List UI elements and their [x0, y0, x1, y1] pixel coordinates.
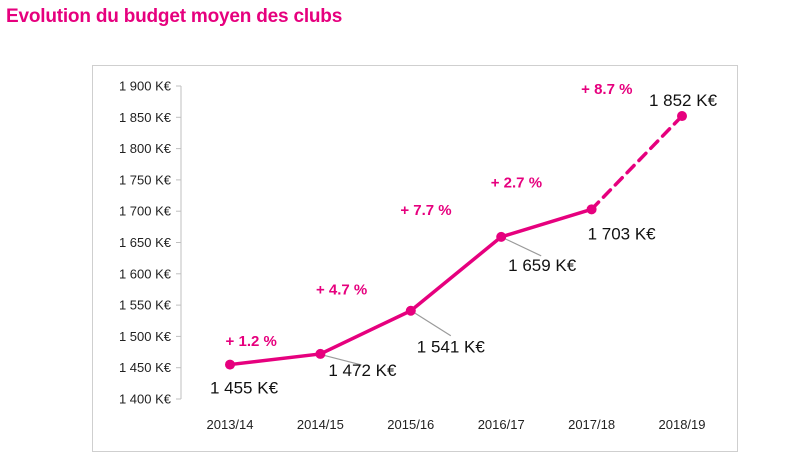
value-label: 1 852 K€ — [649, 91, 718, 110]
leader-line — [502, 237, 542, 257]
y-tick-label: 1 650 K€ — [119, 235, 172, 250]
x-tick-label: 2016/17 — [478, 417, 525, 432]
line-segment — [409, 235, 503, 313]
data-point — [225, 359, 235, 370]
y-tick-label: 1 400 K€ — [119, 392, 172, 407]
growth-label: + 2.7 % — [491, 174, 542, 191]
series-line — [228, 114, 684, 367]
y-tick-label: 1 800 K€ — [119, 141, 172, 156]
line-segment — [228, 352, 323, 367]
y-tick-label: 1 450 K€ — [119, 360, 172, 375]
y-tick-label: 1 700 K€ — [119, 204, 172, 219]
y-tick-label: 1 750 K€ — [119, 172, 172, 187]
value-label: 1 472 K€ — [328, 361, 397, 380]
value-label: 1 703 K€ — [588, 224, 657, 243]
y-tick-label: 1 850 K€ — [119, 110, 172, 125]
axis-layer: 1 400 K€ 1 450 K€ 1 500 K€ 1 550 K€ 1 600 K€… — [119, 79, 706, 433]
x-tick-label: 2018/19 — [659, 417, 706, 432]
line-segment — [318, 308, 413, 356]
y-tick-label: 1 500 K€ — [119, 329, 172, 344]
growth-label: + 1.2 % — [226, 333, 277, 350]
data-point — [496, 231, 507, 242]
x-tick-label: 2015/16 — [387, 417, 434, 432]
value-label: 1 659 K€ — [508, 256, 577, 275]
y-tick-label: 1 600 K€ — [119, 266, 172, 281]
data-point — [405, 305, 416, 316]
data-labels: 1 455 K€ 1 472 K€ 1 541 K€ 1 659 K€ 1 703 K€… — [210, 81, 718, 398]
x-tick-label: 2013/14 — [207, 417, 254, 432]
y-tick-label: 1 550 K€ — [119, 298, 172, 313]
line-segment — [499, 207, 594, 239]
growth-label: + 8.7 % — [581, 81, 632, 98]
data-points — [225, 111, 687, 370]
leader-line — [412, 311, 452, 337]
x-tick-label: 2014/15 — [297, 417, 344, 432]
chart-title: Evolution du budget moyen des clubs — [6, 6, 343, 27]
growth-label: + 4.7 % — [316, 282, 367, 299]
data-point — [586, 204, 597, 215]
x-tick-label: 2017/18 — [568, 417, 615, 432]
value-label: 1 455 K€ — [210, 379, 279, 398]
value-label: 1 541 K€ — [417, 338, 486, 357]
data-point — [315, 348, 326, 359]
projected-line-segment — [589, 114, 684, 212]
leader-lines — [322, 237, 542, 366]
data-point — [677, 111, 687, 122]
y-tick-label: 1 900 K€ — [119, 79, 172, 94]
growth-label: + 7.7 % — [400, 202, 451, 219]
chart-frame — [92, 65, 738, 452]
leader-line — [322, 354, 362, 366]
